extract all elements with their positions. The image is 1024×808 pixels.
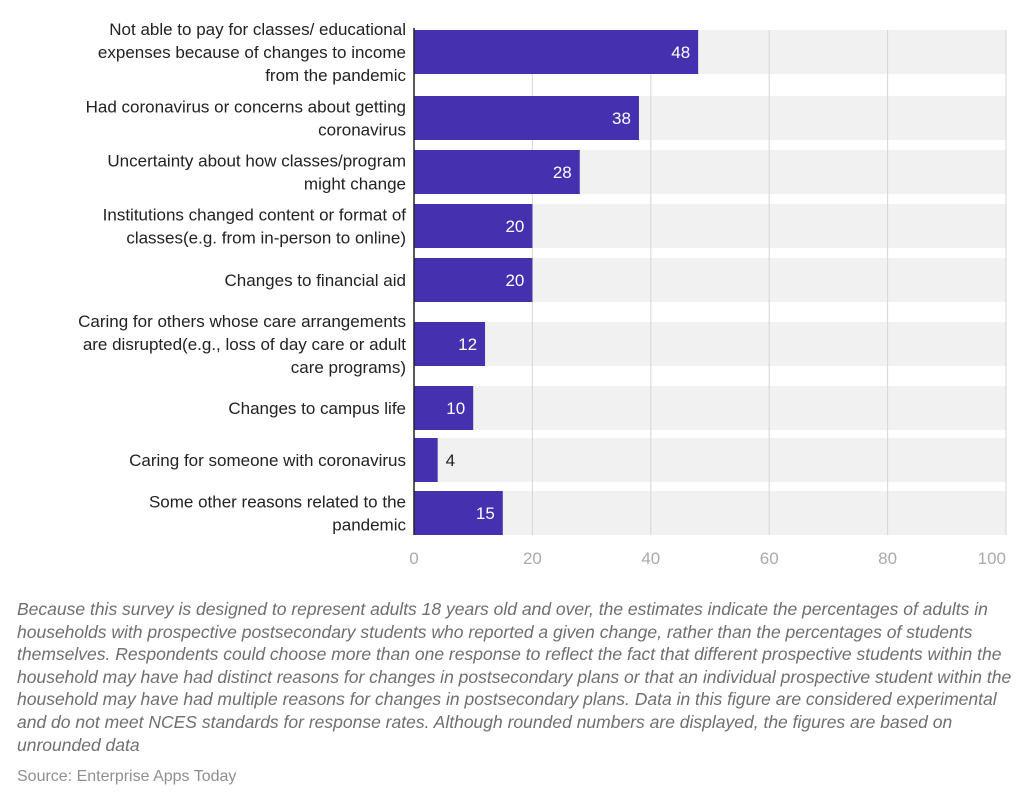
x-tick-label: 0 bbox=[409, 549, 418, 568]
data-label: 12 bbox=[458, 335, 477, 354]
bar bbox=[414, 438, 438, 482]
data-label: 20 bbox=[505, 271, 524, 290]
bar-track bbox=[414, 438, 1006, 482]
category-label: expenses because of changes to income bbox=[98, 43, 406, 62]
data-label: 38 bbox=[612, 109, 631, 128]
category-label: coronavirus bbox=[318, 121, 406, 140]
category-label: Changes to campus life bbox=[228, 399, 406, 418]
x-tick-label: 80 bbox=[878, 549, 897, 568]
bar-track bbox=[414, 386, 1006, 430]
category-label: might change bbox=[304, 175, 406, 194]
category-label: from the pandemic bbox=[265, 66, 406, 85]
category-label: Caring for others whose care arrangement… bbox=[78, 312, 406, 331]
category-label: Institutions changed content or format o… bbox=[103, 206, 407, 225]
category-label: Caring for someone with coronavirus bbox=[129, 451, 406, 470]
bar bbox=[414, 491, 503, 535]
x-tick-label: 100 bbox=[978, 549, 1006, 568]
category-label: Uncertainty about how classes/program bbox=[107, 152, 406, 171]
data-label: 15 bbox=[476, 504, 495, 523]
x-tick-label: 40 bbox=[641, 549, 660, 568]
category-label: care programs) bbox=[291, 358, 406, 377]
bar bbox=[414, 322, 486, 366]
bar bbox=[414, 30, 699, 74]
x-tick-label: 60 bbox=[760, 549, 779, 568]
bar bbox=[414, 150, 580, 194]
category-label: are disrupted(e.g., loss of day care or … bbox=[83, 335, 406, 354]
source-label: Source: Enterprise Apps Today bbox=[17, 768, 237, 785]
bar bbox=[414, 204, 533, 248]
category-label: Changes to financial aid bbox=[225, 271, 406, 290]
bar bbox=[414, 386, 474, 430]
bar-track bbox=[414, 491, 1006, 535]
category-label: Had coronavirus or concerns about gettin… bbox=[86, 98, 406, 117]
footnote: Because this survey is designed to repre… bbox=[17, 599, 1012, 755]
bar-chart: 48 Not able to pay for classes/ education… bbox=[78, 20, 1007, 568]
bar bbox=[414, 258, 533, 302]
x-tick-label: 20 bbox=[523, 549, 542, 568]
data-label: 4 bbox=[446, 451, 455, 470]
bar-track bbox=[414, 322, 1006, 366]
category-label: Some other reasons related to the bbox=[149, 493, 406, 512]
data-label: 28 bbox=[553, 163, 572, 182]
data-label: 48 bbox=[671, 43, 690, 62]
data-label: 20 bbox=[505, 217, 524, 236]
category-label: pandemic bbox=[332, 516, 406, 535]
data-label: 10 bbox=[446, 399, 465, 418]
category-label: Not able to pay for classes/ educational bbox=[109, 20, 406, 39]
bar bbox=[414, 96, 639, 140]
category-label: classes(e.g. from in-person to online) bbox=[126, 229, 406, 248]
